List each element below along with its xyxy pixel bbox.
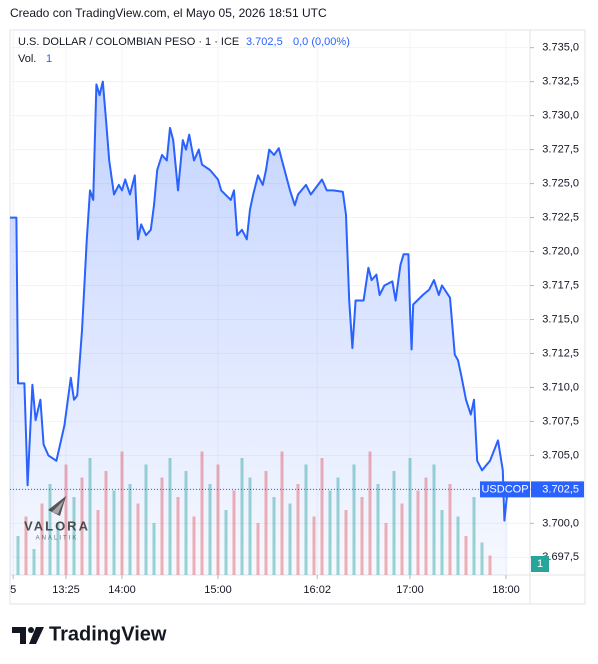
area-fill	[10, 81, 508, 575]
watermark-title: VALORA	[24, 518, 90, 533]
y-tick-label: 3.700,0	[542, 517, 579, 529]
watermark-icon	[52, 500, 64, 514]
y-tick-label: 3.725,0	[542, 177, 579, 189]
y-tick-label: 3.735,0	[542, 42, 579, 54]
symbol-tag: USDCOP	[481, 483, 528, 495]
y-tick-label: 3.727,5	[542, 144, 579, 156]
volume-tag: 1	[537, 558, 543, 570]
x-tick-label: 16:02	[303, 584, 331, 596]
chart-title: U.S. DOLLAR / COLOMBIAN PESO · 1 · ICE	[18, 36, 239, 48]
x-tick-label: 18:00	[492, 584, 520, 596]
brand-icon	[29, 627, 44, 644]
created-note: Creado con TradingView.com, el Mayo 05, …	[10, 6, 327, 20]
symbol-tag-bg	[480, 481, 530, 498]
x-tick-label: 15:00	[204, 584, 232, 596]
y-tick-label: 3.730,0	[542, 110, 579, 122]
y-tick-label: 3.720,0	[542, 245, 579, 257]
volume-label: Vol.	[18, 53, 36, 65]
watermark-icon	[48, 496, 66, 516]
watermark-subtitle: ANALITIK	[36, 536, 79, 542]
y-tick-label: 3.732,5	[542, 76, 579, 88]
y-tick-label: 3.697,5	[542, 551, 579, 563]
brand-icon	[12, 627, 26, 644]
brand-icon	[28, 627, 34, 633]
brand-name: TradingView	[49, 623, 167, 645]
price-line	[10, 80, 509, 522]
x-tick-label: 14:00	[108, 584, 136, 596]
brand: TradingView	[12, 623, 167, 645]
y-tick-label: 3.707,5	[542, 415, 579, 427]
x-tick-label: 5	[10, 584, 16, 596]
volume-tag-bg	[531, 556, 549, 572]
watermark: VALORA ANALITIK	[24, 496, 90, 542]
x-tick-label: 17:00	[396, 584, 424, 596]
y-tick-label: 3.705,0	[542, 449, 579, 461]
plot	[10, 80, 509, 575]
y-tick-label: 3.710,0	[542, 381, 579, 393]
change-label: 0,0 (0,00%)	[293, 36, 350, 48]
volume-last: 1	[46, 53, 52, 65]
last-price-header: 3.702,5	[246, 36, 283, 48]
y-tick-label: 3.712,5	[542, 347, 579, 359]
x-tick-label: 13:25	[52, 584, 80, 596]
last-price-tag-bg	[531, 481, 584, 498]
last-price-tag: 3.702,5	[542, 483, 579, 495]
y-tick-label: 3.715,0	[542, 313, 579, 325]
y-tick-label: 3.722,5	[542, 211, 579, 223]
y-tick-label: 3.717,5	[542, 279, 579, 291]
